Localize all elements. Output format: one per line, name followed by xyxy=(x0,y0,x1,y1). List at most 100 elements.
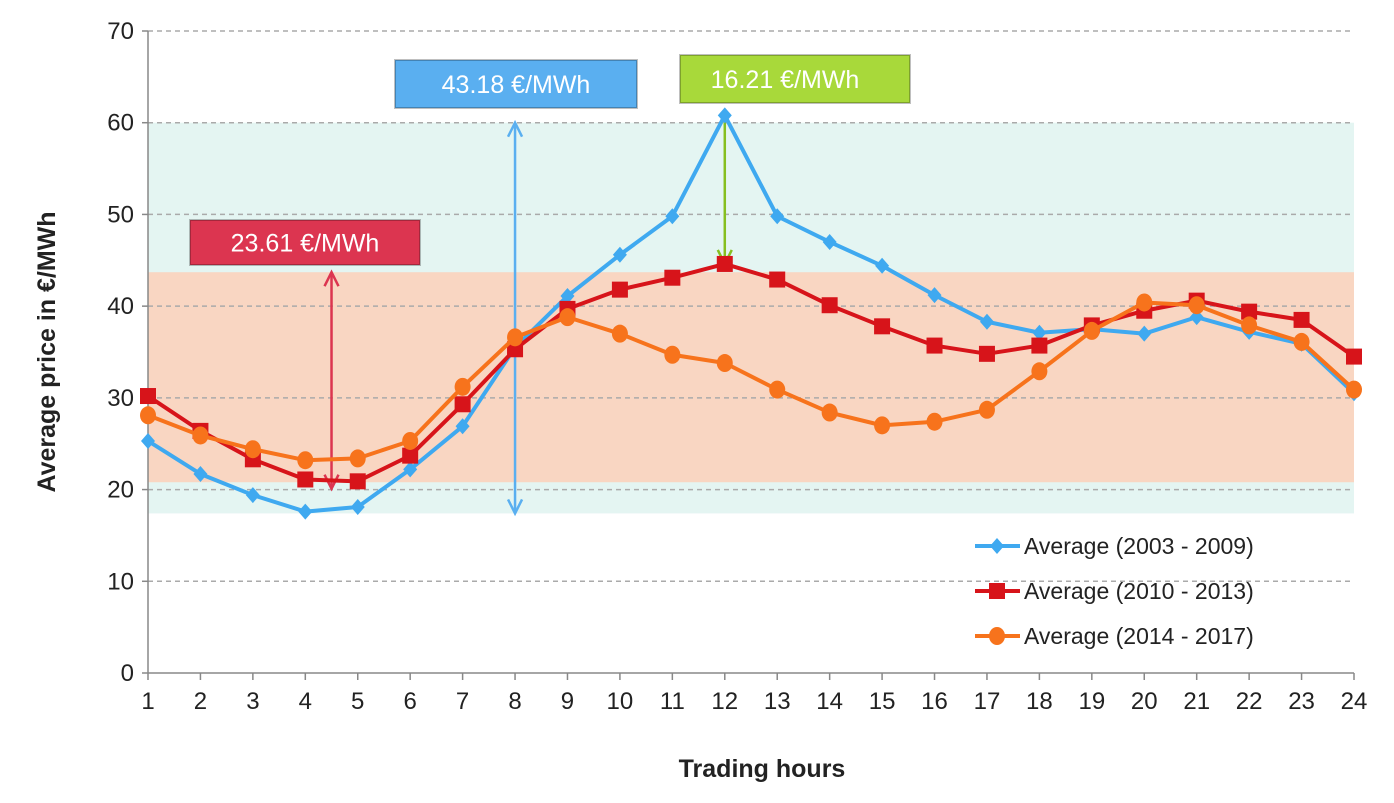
legend-marker xyxy=(989,627,1005,645)
data-point xyxy=(821,403,838,422)
y-tick-label: 0 xyxy=(121,660,134,687)
data-point xyxy=(1031,362,1048,381)
y-tick-label: 30 xyxy=(107,385,134,412)
annotation-box-0: 23.61 €/MWh xyxy=(189,219,421,266)
annotation-label: 16.21 €/MWh xyxy=(711,66,860,94)
annotation-box-1: 43.18 €/MWh xyxy=(394,59,638,109)
data-point xyxy=(611,324,628,343)
x-tick-label: 22 xyxy=(1236,688,1263,715)
annotation-boxes: 23.61 €/MWh 43.18 €/MWh 16.21 €/MWh xyxy=(189,54,911,266)
data-point xyxy=(665,208,680,225)
data-point xyxy=(297,451,314,470)
data-point xyxy=(979,313,994,330)
data-point xyxy=(770,208,785,225)
annotation-arrows xyxy=(323,112,733,517)
data-point xyxy=(978,400,995,419)
x-tick-label: 9 xyxy=(561,688,574,715)
data-point xyxy=(402,447,419,464)
data-point xyxy=(926,337,943,354)
data-point xyxy=(874,416,891,435)
legend-label: Average (2014 - 2017) xyxy=(1024,623,1254,649)
data-point xyxy=(1188,296,1205,315)
data-point xyxy=(1136,293,1153,312)
data-point xyxy=(297,471,314,488)
data-point xyxy=(559,308,576,327)
data-point xyxy=(192,426,209,445)
x-tick-label: 18 xyxy=(1026,688,1053,715)
x-tick-label: 19 xyxy=(1078,688,1105,715)
data-point xyxy=(193,465,208,482)
data-point xyxy=(507,328,524,347)
x-tick-label: 11 xyxy=(660,688,685,715)
data-point xyxy=(821,297,838,314)
series-line xyxy=(146,113,1356,514)
y-tick-label: 60 xyxy=(107,110,134,137)
data-point xyxy=(926,412,943,431)
x-tick-label: 12 xyxy=(711,688,738,715)
x-tick-label: 14 xyxy=(816,688,843,715)
data-point xyxy=(402,431,419,450)
data-point xyxy=(455,418,470,435)
data-point xyxy=(454,377,471,396)
x-tick-label: 15 xyxy=(869,688,896,715)
annotation-label: 43.18 €/MWh xyxy=(442,71,591,99)
x-tick-label: 10 xyxy=(607,688,634,715)
x-tick-label: 17 xyxy=(974,688,1001,715)
data-point xyxy=(769,380,786,399)
data-point xyxy=(1293,332,1310,351)
data-point xyxy=(716,255,733,272)
data-point xyxy=(140,406,156,425)
y-tick-label: 20 xyxy=(107,477,134,504)
data-point xyxy=(717,107,732,124)
x-tick-label: 21 xyxy=(1183,688,1210,715)
data-point xyxy=(1031,337,1048,354)
legend-marker xyxy=(990,538,1004,554)
series xyxy=(140,107,1362,520)
data-point xyxy=(349,473,366,490)
annotation-box-2: 16.21 €/MWh xyxy=(679,54,911,104)
x-tick-label: 5 xyxy=(351,688,364,715)
data-point xyxy=(454,396,471,413)
x-tick-label: 4 xyxy=(299,688,312,715)
data-point xyxy=(874,318,891,335)
y-tick-label: 10 xyxy=(107,568,134,595)
data-point xyxy=(403,461,418,478)
data-point xyxy=(1083,321,1100,340)
data-point xyxy=(664,345,681,364)
x-tick-label: 16 xyxy=(921,688,948,715)
data-point xyxy=(978,345,995,362)
data-point xyxy=(350,498,365,515)
x-tick-label: 8 xyxy=(508,688,521,715)
annotation-background xyxy=(679,54,911,104)
legend-item-0: Average (2003 - 2009) xyxy=(975,533,1254,559)
data-point xyxy=(560,288,575,305)
data-point xyxy=(1032,324,1047,341)
bands xyxy=(148,122,1354,514)
x-tick-label: 20 xyxy=(1131,688,1158,715)
x-tick-label: 1 xyxy=(141,688,154,715)
data-point xyxy=(140,388,156,405)
data-point xyxy=(611,281,628,298)
x-axis-label: Trading hours xyxy=(679,755,846,783)
data-point xyxy=(298,503,313,520)
data-point xyxy=(1346,380,1362,399)
data-point xyxy=(507,341,524,358)
data-point xyxy=(1137,325,1152,342)
y-tick-label: 70 xyxy=(107,18,134,45)
x-tick-label: 7 xyxy=(456,688,469,715)
gridlines xyxy=(148,30,1354,583)
data-point xyxy=(1293,311,1310,328)
data-point xyxy=(1241,316,1258,335)
legend-marker xyxy=(989,583,1005,599)
series-line xyxy=(146,261,1356,484)
data-point xyxy=(875,257,890,274)
x-tick-label: 24 xyxy=(1341,688,1368,715)
data-point xyxy=(244,440,261,459)
data-point xyxy=(822,233,837,250)
legend: Average (2003 - 2009) Average (2010 - 201… xyxy=(975,533,1254,649)
legend-item-1: Average (2010 - 2013) xyxy=(975,578,1254,604)
arrow-head-down xyxy=(506,498,524,517)
arrow-head-up xyxy=(323,269,340,287)
